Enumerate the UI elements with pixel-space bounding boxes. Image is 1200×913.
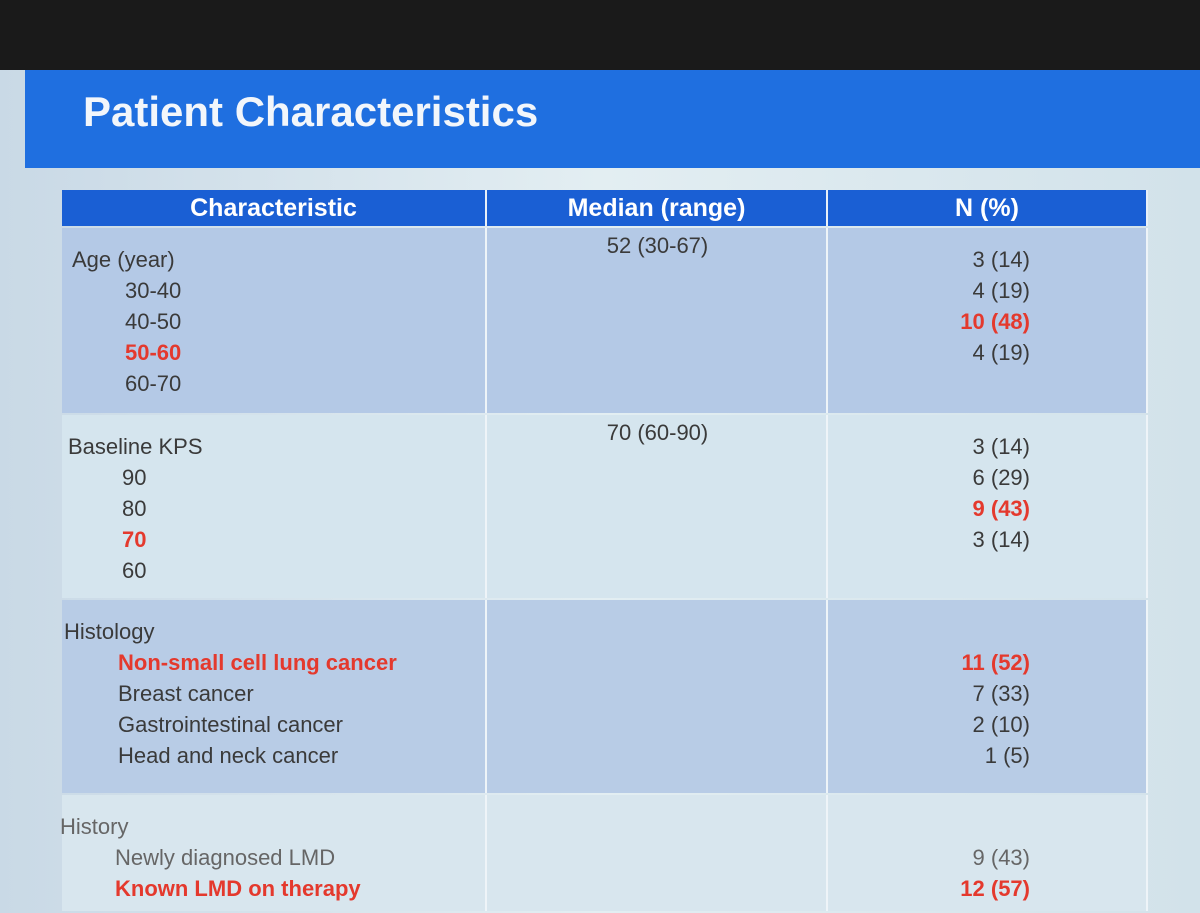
section-label: History <box>60 814 129 839</box>
section-band <box>62 600 487 793</box>
row-label: 50-60 <box>125 340 182 365</box>
row-label: 80 <box>122 496 147 521</box>
median-range: 70 (60-90) <box>606 420 709 445</box>
row-label: Head and neck cancer <box>118 743 339 768</box>
row-count: 3 (14) <box>972 434 1030 459</box>
row-count: 11 (52) <box>961 650 1031 675</box>
section-band <box>487 600 828 793</box>
row-count: 12 (57) <box>960 876 1030 901</box>
title-bar: Patient Characteristics <box>25 70 1200 168</box>
row-count: 2 (10) <box>972 712 1030 737</box>
row-label: Gastrointestinal cancer <box>118 712 343 737</box>
column-header: Median (range) <box>487 190 828 226</box>
row-count: 10 (48) <box>960 309 1030 334</box>
section-label: Baseline KPS <box>68 434 203 459</box>
section-band <box>828 600 1148 793</box>
section-label: Histology <box>64 619 155 644</box>
section-band <box>828 415 1148 598</box>
section-band <box>487 415 828 598</box>
section-band <box>62 228 487 413</box>
column-header: N (%) <box>828 190 1148 226</box>
row-count: 6 (29) <box>972 465 1030 490</box>
row-label: Known LMD on therapy <box>115 876 361 901</box>
row-label: 60 <box>122 558 147 583</box>
row-count: 3 (14) <box>972 527 1030 552</box>
row-count: 4 (19) <box>972 278 1030 303</box>
column-header: Characteristic <box>62 190 487 226</box>
row-count: 9 (43) <box>972 845 1030 870</box>
row-label: Non-small cell lung cancer <box>118 650 397 675</box>
row-label: 70 <box>122 527 147 552</box>
section-band <box>487 795 828 911</box>
row-label: Newly diagnosed LMD <box>115 845 336 870</box>
row-label: Breast cancer <box>118 681 254 706</box>
section-band <box>62 795 487 911</box>
row-count: 9 (43) <box>972 496 1030 521</box>
row-label: 60-70 <box>125 371 182 396</box>
row-count: 3 (14) <box>972 247 1030 272</box>
section-label: Age (year) <box>72 247 175 272</box>
row-count: 1 (5) <box>984 743 1030 768</box>
section-band <box>487 228 828 413</box>
row-label: 30-40 <box>125 278 182 303</box>
row-label: 40-50 <box>125 309 182 334</box>
section-band <box>828 795 1148 911</box>
row-label: 90 <box>122 465 147 490</box>
row-count: 4 (19) <box>972 340 1030 365</box>
slide: Patient Characteristics Characteristic Me… <box>0 70 1200 913</box>
row-count: 7 (33) <box>972 681 1030 706</box>
median-range: 52 (30-67) <box>606 233 709 258</box>
section-band <box>62 415 487 598</box>
title: Patient Characteristics <box>83 88 539 135</box>
section-band <box>828 228 1148 413</box>
